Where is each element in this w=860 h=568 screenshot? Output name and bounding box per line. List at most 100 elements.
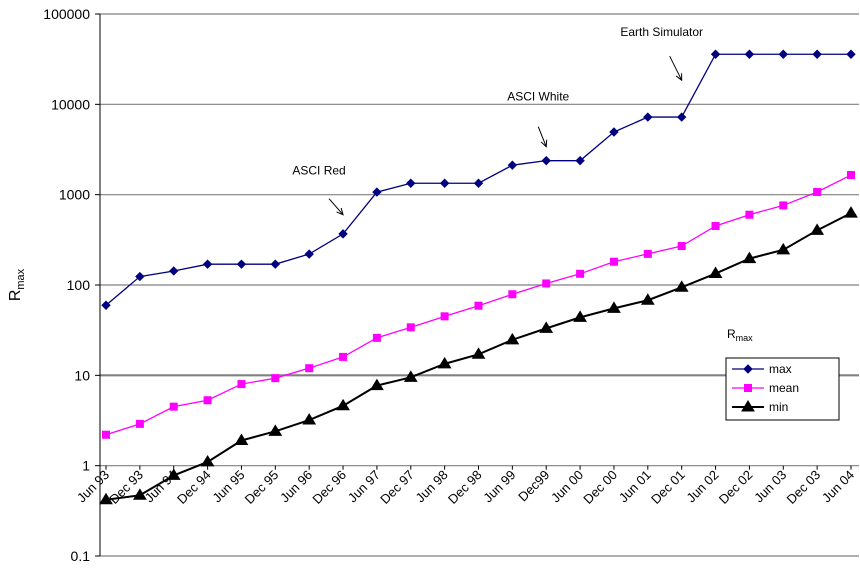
x-tick-label: Jun 99 xyxy=(480,467,518,505)
point-max xyxy=(270,259,281,269)
y-axis-label-sub: max xyxy=(15,268,27,289)
point-max xyxy=(609,127,619,137)
x-tick-label: Jun 95 xyxy=(209,467,247,505)
point-max xyxy=(541,155,551,166)
y-tick-label: 0.1 xyxy=(71,548,91,564)
x-tick-label: Jun 04 xyxy=(819,467,857,505)
x-tick-label: Dec 93 xyxy=(106,467,146,507)
series-max xyxy=(101,49,856,310)
point-min xyxy=(742,251,757,264)
point-mean xyxy=(745,210,754,219)
point-max xyxy=(304,249,314,259)
legend-marker-mean xyxy=(744,384,752,392)
point-mean xyxy=(576,269,585,278)
y-tick-label: 1 xyxy=(82,458,90,474)
point-mean xyxy=(711,221,720,230)
point-mean xyxy=(847,171,855,180)
point-max xyxy=(338,229,348,239)
point-min xyxy=(573,310,587,322)
y-axis-label: Rmax xyxy=(7,268,27,301)
point-min xyxy=(166,468,181,480)
axes xyxy=(95,13,852,557)
annotation-label: ASCI White xyxy=(507,90,569,104)
point-min xyxy=(370,378,384,391)
point-max xyxy=(643,112,653,122)
legend-marker-min xyxy=(741,400,755,412)
y-tick-label: 100 xyxy=(67,277,91,293)
point-max xyxy=(778,49,788,59)
legend-label-mean: mean xyxy=(769,381,799,395)
point-min xyxy=(200,454,215,467)
point-mean xyxy=(135,419,144,428)
point-min xyxy=(437,356,452,369)
x-tick-label: Dec 98 xyxy=(445,467,485,507)
point-min xyxy=(674,280,689,292)
point-max xyxy=(575,155,585,166)
annotation-arrow xyxy=(537,126,547,147)
point-min xyxy=(268,424,283,436)
series-min xyxy=(99,206,858,505)
point-min xyxy=(234,433,249,445)
y-tick-label: 100000 xyxy=(43,6,90,22)
point-mean xyxy=(609,257,618,266)
y-tick-label: 10 xyxy=(74,367,90,383)
point-min xyxy=(505,332,520,345)
point-min xyxy=(810,223,825,235)
grid xyxy=(100,13,859,557)
x-tick-label: Jun 00 xyxy=(548,467,586,505)
x-tick-label: Dec 00 xyxy=(580,467,620,507)
point-mean xyxy=(339,352,348,361)
point-mean xyxy=(237,380,246,389)
point-mean xyxy=(440,312,449,321)
point-max xyxy=(710,49,721,59)
point-min xyxy=(844,206,858,218)
series-mean xyxy=(102,171,855,439)
x-tick-label: Dec99 xyxy=(515,467,552,504)
x-tick-label: Dec 95 xyxy=(242,467,282,507)
point-min xyxy=(539,321,554,333)
annotation-label: Earth Simulator xyxy=(620,25,703,39)
point-max xyxy=(406,178,416,188)
y-axis-label-main: R xyxy=(7,290,24,302)
x-tick-label: Dec 01 xyxy=(648,467,688,507)
annotation-arrowhead xyxy=(675,73,683,82)
annotation-arrowhead xyxy=(540,139,548,148)
point-min xyxy=(336,398,350,411)
point-mean xyxy=(643,249,652,258)
legend: max mean min xyxy=(725,357,840,421)
point-mean xyxy=(169,402,178,411)
point-mean xyxy=(542,279,551,288)
point-mean xyxy=(406,323,415,332)
legend-title-sub: max xyxy=(736,333,754,343)
x-tick-label: Dec 03 xyxy=(784,467,824,507)
point-mean xyxy=(508,290,517,299)
annotations: ASCI Red ASCI White Earth Simulator xyxy=(292,25,703,216)
point-max xyxy=(372,187,382,197)
y-tick-label: 10000 xyxy=(51,96,90,112)
x-tick-label: Jun 96 xyxy=(277,467,315,505)
x-tick-label: Jun 98 xyxy=(413,467,451,505)
x-tick-label: Dec 97 xyxy=(377,467,417,507)
point-max xyxy=(202,259,213,269)
point-max xyxy=(169,266,179,276)
point-max xyxy=(507,160,518,170)
point-mean xyxy=(271,374,280,383)
y-tick-labels: 0.1 1 10 100 1000 10000 100000 xyxy=(43,6,90,564)
point-min xyxy=(708,266,723,279)
point-mean xyxy=(372,333,381,342)
point-mean xyxy=(779,201,788,210)
point-min xyxy=(640,293,655,305)
x-tick-label: Jun 02 xyxy=(683,467,721,505)
point-max xyxy=(473,178,484,188)
x-tick-label: Jun 97 xyxy=(345,467,383,505)
annotation-arrowhead xyxy=(336,207,344,216)
annotation-label: ASCI Red xyxy=(292,164,345,178)
point-max xyxy=(744,49,755,59)
point-mean xyxy=(305,364,314,373)
point-max xyxy=(812,49,822,59)
legend-label-max: max xyxy=(769,362,792,376)
point-min xyxy=(776,242,791,255)
point-min xyxy=(99,492,113,505)
point-min xyxy=(471,347,486,359)
